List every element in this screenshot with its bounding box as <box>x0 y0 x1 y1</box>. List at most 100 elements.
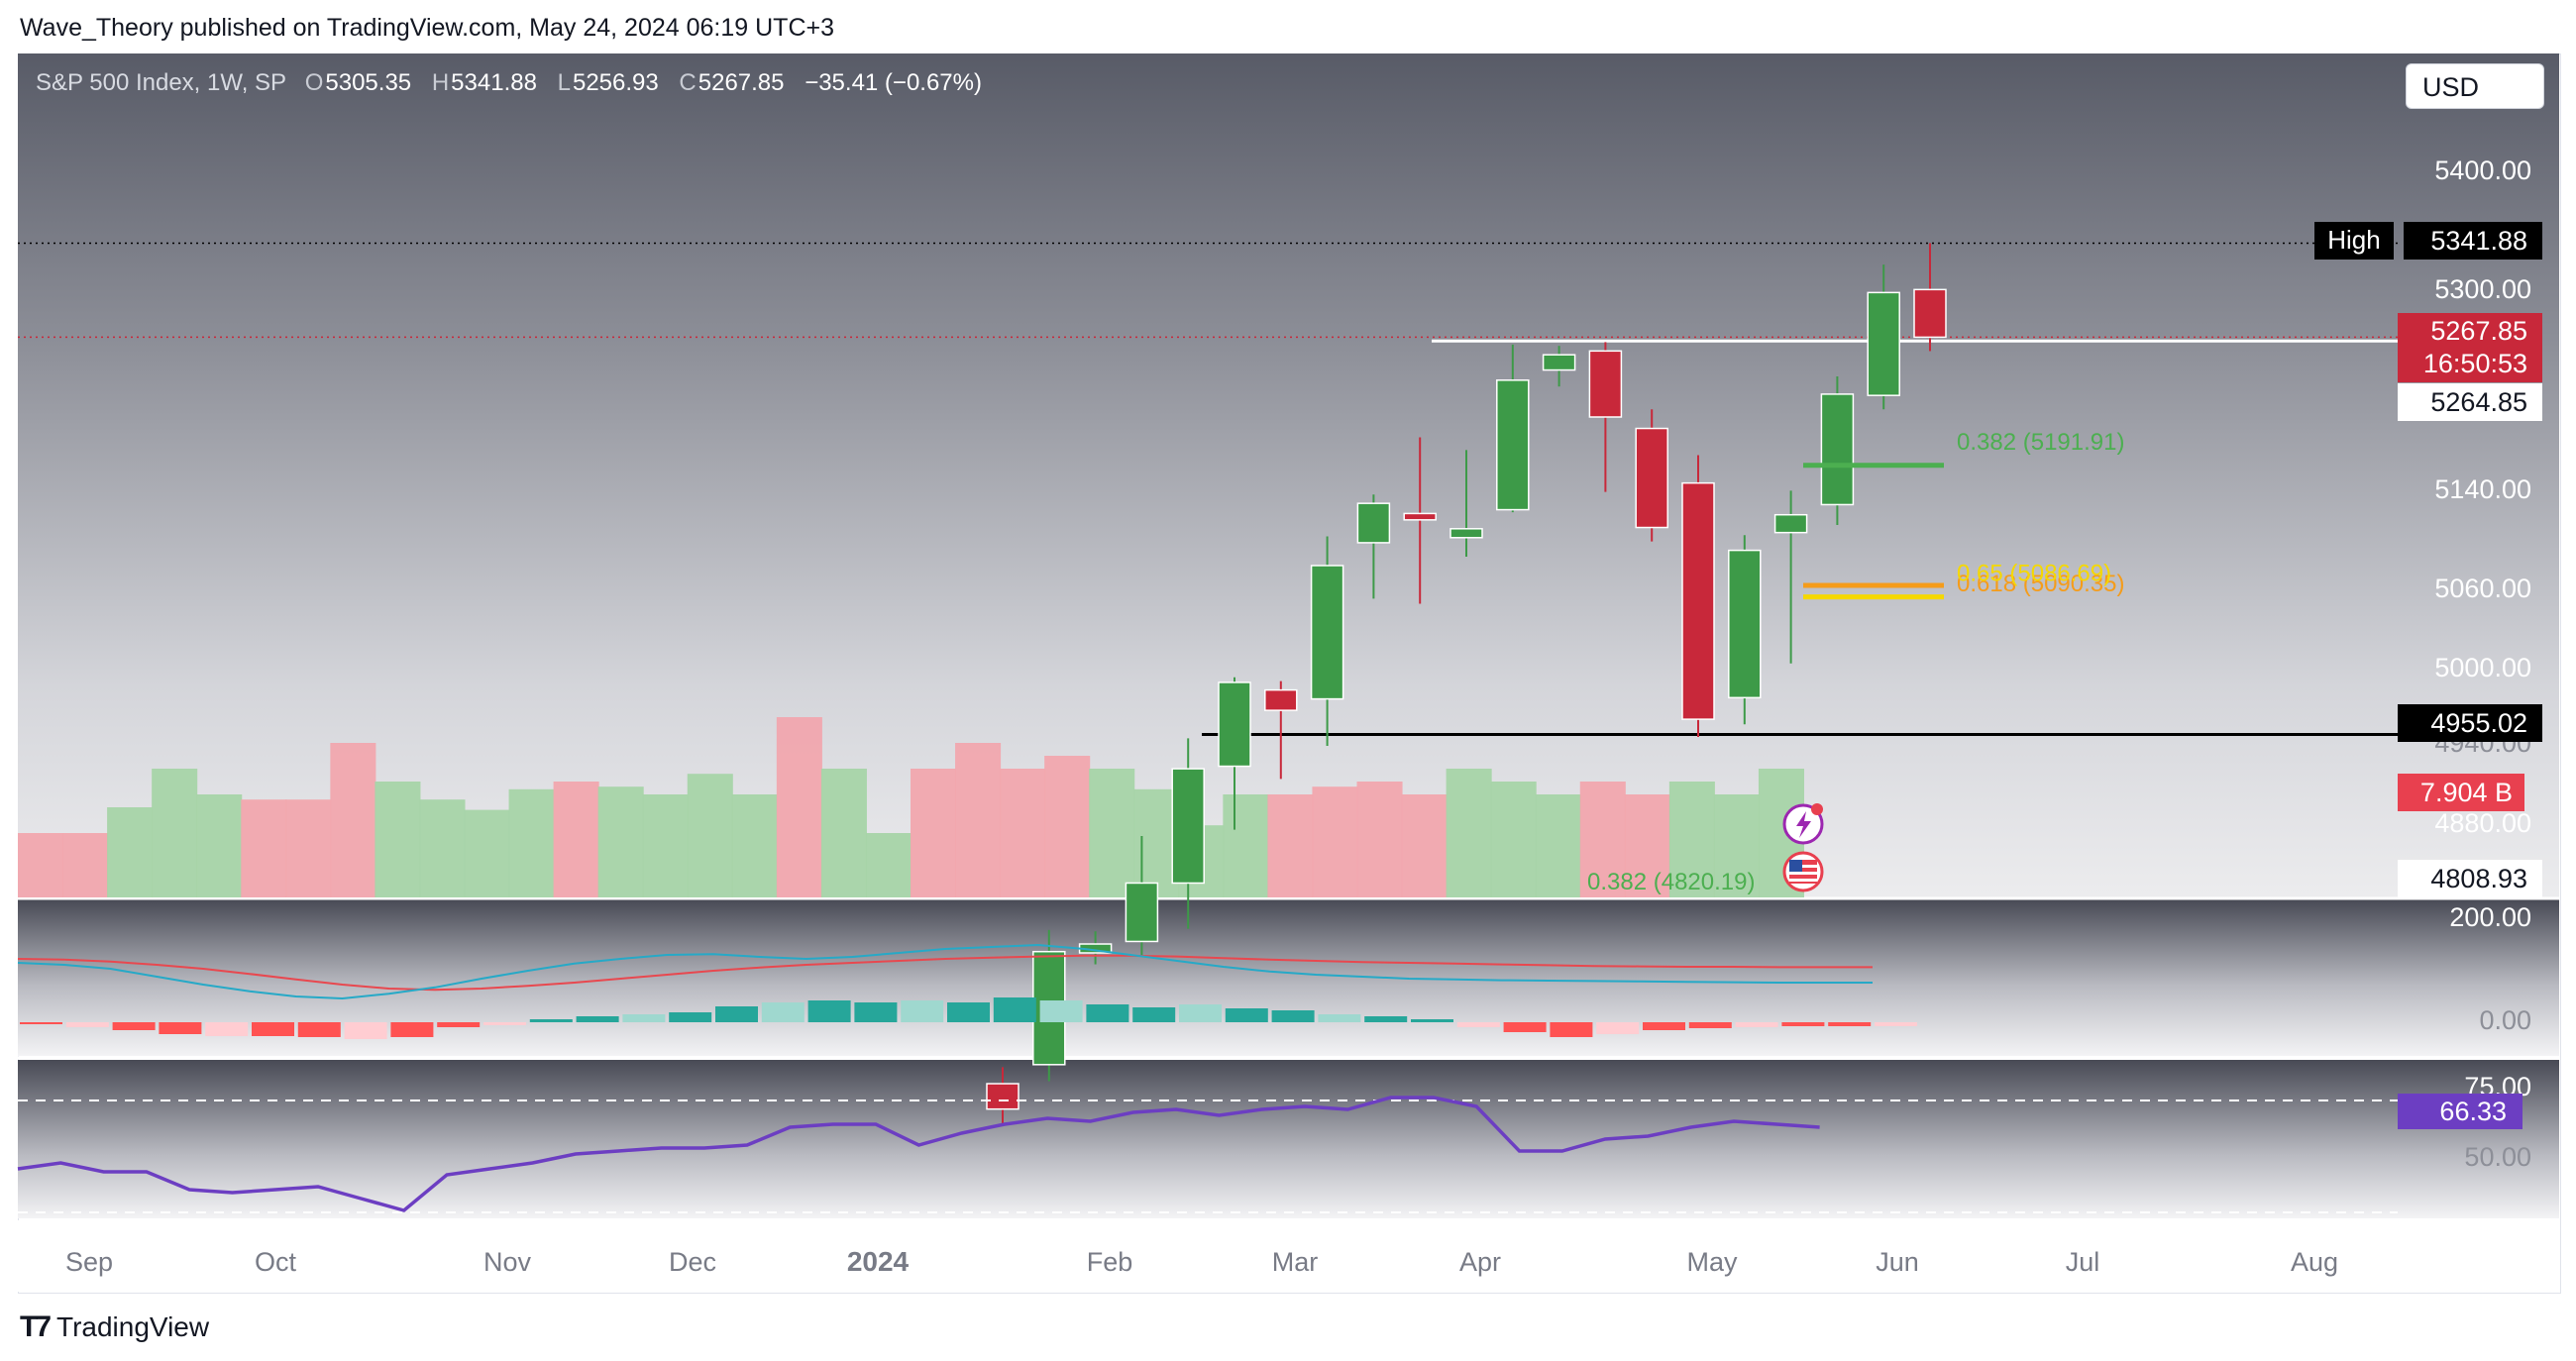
resistance-price-box <box>2398 383 2542 421</box>
volume-area <box>1223 794 1269 897</box>
macd-histogram-bar <box>1596 1022 1640 1034</box>
macd-histogram-bar <box>1875 1022 1917 1026</box>
macd-histogram-bar <box>1503 1022 1547 1032</box>
candle-body <box>1681 481 1715 720</box>
volume-area <box>1044 756 1091 897</box>
volume-area <box>597 786 644 897</box>
fib-label: 0.382 (4820.19) <box>1587 869 1755 895</box>
volume-area <box>1624 794 1670 897</box>
macd-histogram-bar <box>1179 1004 1222 1022</box>
fib-levels: 0.382 (5191.91) 0.618 (5090.35)0.65 (5086… <box>1587 429 2124 895</box>
price-tick: 5060.00 <box>2434 574 2531 603</box>
volume-area <box>911 769 957 897</box>
time-tick: Feb <box>1087 1247 1133 1277</box>
macd-histogram-bar <box>1456 1022 1500 1027</box>
macd-histogram-bar <box>344 1022 387 1039</box>
volume-area <box>62 833 109 897</box>
rsi-value-label: 66.33 <box>2439 1097 2507 1126</box>
lower-bound-label: 4808.93 <box>2430 864 2527 893</box>
time-tick: Jun <box>1876 1247 1919 1277</box>
high-value: 5341.88 <box>451 69 537 96</box>
us-flag-event-icon[interactable] <box>1782 851 1824 892</box>
candle-body <box>1542 354 1576 371</box>
macd-histogram-bar <box>854 1002 898 1022</box>
macd-histogram-bar <box>1225 1008 1268 1022</box>
macd-histogram-bar <box>437 1022 481 1027</box>
candle-body <box>986 1083 1020 1110</box>
candle-body <box>1913 288 1947 339</box>
macd-histogram-bar <box>390 1022 434 1037</box>
bar-countdown-label: 16:50:53 <box>2423 349 2527 378</box>
volume-area <box>1668 782 1715 897</box>
time-tick: Mar <box>1272 1247 1319 1277</box>
macd-histogram-bar <box>20 1022 62 1024</box>
rsi-indicator <box>17 1096 2398 1213</box>
macd-histogram-bar <box>1132 1007 1176 1022</box>
support-price-box <box>2398 704 2542 742</box>
macd-histogram-bar <box>576 1016 619 1022</box>
candle-body <box>1310 565 1344 700</box>
symbol-legend[interactable]: S&P 500 Index, 1W, SP O5305.35 H5341.88 … <box>36 69 996 97</box>
macd-histogram-bar <box>1318 1014 1361 1022</box>
macd-signal-line <box>17 954 1873 992</box>
candle-body <box>1728 549 1762 699</box>
candle-body <box>1588 350 1623 418</box>
volume-area <box>419 799 466 897</box>
main-pane-background <box>18 53 2559 897</box>
high-tag-label: High <box>2327 225 2380 255</box>
volume-area <box>731 794 778 897</box>
time-tick: Aug <box>2291 1247 2338 1277</box>
macd-histogram-bar <box>252 1022 294 1036</box>
price-tick: 4880.00 <box>2434 808 2531 838</box>
macd-pane-background <box>18 899 2559 1056</box>
candle-body <box>1264 688 1298 711</box>
macd-histogram-bar <box>1271 1010 1315 1022</box>
high-price-label: 5341.88 <box>2430 226 2527 256</box>
volume-area <box>1089 769 1135 897</box>
macd-histogram-bar <box>1411 1019 1453 1022</box>
fib-label: 0.618 (5090.35) <box>1957 571 2124 597</box>
horizontal-levels <box>18 242 2398 736</box>
publisher-attribution: Wave_Theory published on TradingView.com… <box>20 14 834 42</box>
rsi-tick: 50.00 <box>2464 1142 2531 1172</box>
price-tick: 5000.00 <box>2434 653 2531 682</box>
volume-area <box>1267 794 1314 897</box>
rsi-pane-background <box>18 1060 2559 1218</box>
last-price-box <box>2398 313 2542 382</box>
candle-body <box>1356 502 1391 544</box>
volume-area <box>1312 786 1358 897</box>
high-tag-box <box>2314 222 2394 260</box>
volume-area <box>1535 794 1581 897</box>
symbol-name: S&P 500 Index, 1W, SP <box>36 69 287 96</box>
time-tick: Dec <box>669 1247 716 1277</box>
price-tick: 5140.00 <box>2434 474 2531 504</box>
time-tick: Jul <box>2066 1247 2100 1277</box>
rsi-line <box>17 1096 1820 1212</box>
candle-body <box>1635 427 1668 529</box>
tradingview-footer[interactable]: T7 TradingView <box>20 1308 209 1347</box>
high-price-box <box>2404 222 2542 260</box>
macd-histogram-bar <box>622 1014 666 1022</box>
macd-histogram-bar <box>1781 1022 1825 1026</box>
volume-area <box>1446 769 1492 897</box>
volume-area <box>464 809 510 897</box>
volume-area <box>1000 769 1046 897</box>
volume-area <box>330 743 376 897</box>
macd-histogram-bar <box>1828 1022 1872 1026</box>
macd-histogram-bar <box>65 1022 109 1027</box>
price-axis[interactable]: 5400.00 5300.00 5140.00 5060.00 5000.00 … <box>2314 156 2542 897</box>
macd-histogram-bar <box>715 1006 758 1022</box>
time-axis[interactable]: Sep Oct Nov Dec 2024 Feb Mar Apr May Jun… <box>65 1246 2338 1277</box>
volume-area <box>687 774 733 897</box>
volume-area <box>107 807 154 897</box>
currency-button[interactable]: USD <box>2406 63 2544 109</box>
earnings-event-icon[interactable] <box>1782 803 1824 845</box>
time-tick: Apr <box>1459 1247 1501 1277</box>
candles[interactable] <box>986 243 1947 1125</box>
macd-histogram-bar <box>159 1022 202 1034</box>
volume-value-box <box>2398 774 2524 811</box>
candle-body <box>1496 379 1530 511</box>
volume-area <box>820 769 867 897</box>
macd-histogram-bar <box>529 1019 573 1022</box>
